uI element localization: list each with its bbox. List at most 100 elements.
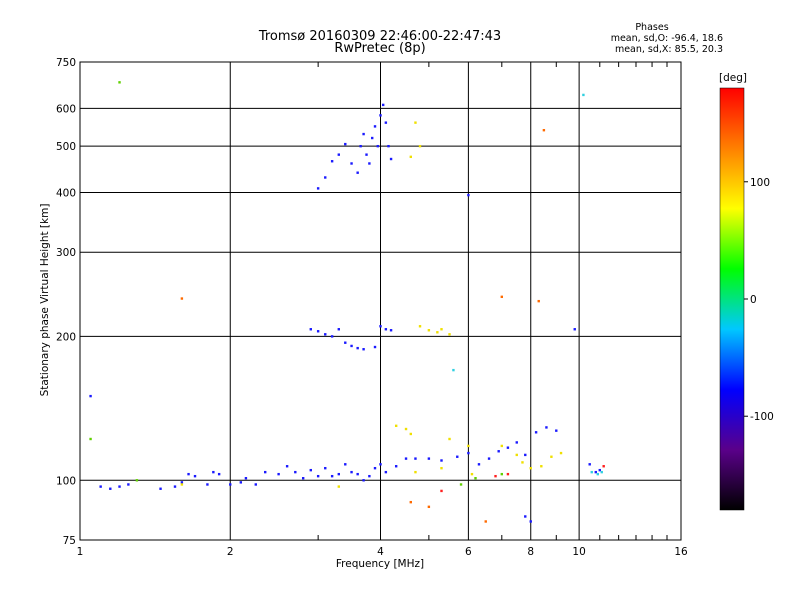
data-point bbox=[376, 144, 379, 148]
y-tick-label: 100 bbox=[56, 475, 76, 487]
y-axis-ticks: 75 100 200 300 400 500 600 750 bbox=[56, 57, 76, 547]
data-point bbox=[404, 427, 408, 431]
data-point bbox=[427, 505, 431, 509]
data-point bbox=[448, 437, 451, 441]
data-point bbox=[316, 330, 320, 333]
data-point bbox=[135, 479, 139, 482]
data-point bbox=[350, 344, 353, 348]
data-point bbox=[582, 93, 585, 97]
data-point bbox=[529, 466, 532, 470]
data-point bbox=[118, 485, 121, 488]
data-point bbox=[500, 295, 504, 299]
colorbar-ticks: 100 0 -100 bbox=[744, 177, 774, 423]
data-point bbox=[330, 160, 334, 163]
data-point bbox=[109, 487, 112, 490]
colorbar-label: [deg] bbox=[719, 72, 747, 84]
data-point bbox=[394, 465, 398, 468]
x-tick-label: 6 bbox=[465, 546, 472, 558]
data-point bbox=[379, 463, 382, 466]
data-point bbox=[427, 329, 431, 332]
data-point bbox=[394, 424, 398, 428]
data-point bbox=[365, 153, 368, 156]
data-point bbox=[487, 457, 491, 460]
data-point bbox=[344, 463, 347, 466]
data-point bbox=[244, 477, 248, 480]
data-point bbox=[559, 451, 563, 455]
data-point bbox=[337, 485, 341, 488]
data-point bbox=[89, 437, 92, 441]
y-axis-label: Stationary phase Virtual Height [km] bbox=[39, 204, 51, 397]
data-point bbox=[497, 450, 500, 453]
data-point bbox=[159, 487, 162, 490]
data-point bbox=[540, 465, 543, 468]
grid bbox=[80, 62, 681, 540]
data-point bbox=[414, 470, 417, 474]
data-point bbox=[515, 453, 518, 457]
data-point bbox=[542, 128, 546, 132]
data-point bbox=[180, 483, 184, 486]
data-point bbox=[459, 483, 463, 486]
data-point bbox=[418, 144, 422, 148]
colorbar-tick-label: -100 bbox=[750, 411, 774, 423]
data-point bbox=[555, 429, 558, 432]
data-point bbox=[524, 453, 527, 457]
data-point bbox=[373, 125, 377, 128]
data-point bbox=[368, 474, 371, 478]
data-point bbox=[350, 162, 353, 165]
data-point bbox=[440, 466, 443, 470]
data-point bbox=[371, 136, 374, 140]
x-tick-label: 16 bbox=[674, 546, 688, 558]
data-point bbox=[550, 455, 553, 458]
data-point bbox=[545, 426, 548, 429]
y-tick-label: 500 bbox=[56, 141, 76, 153]
data-point bbox=[534, 431, 538, 434]
data-point bbox=[477, 463, 481, 466]
data-point bbox=[173, 485, 177, 488]
data-point bbox=[389, 329, 393, 332]
chart-title: Tromsø 20160309 22:46:00-22:47:43 bbox=[258, 29, 501, 44]
data-point bbox=[600, 470, 603, 474]
data-point bbox=[596, 472, 599, 476]
data-point bbox=[521, 461, 524, 464]
phases-o-stats: mean, sd,O: -96.4, 18.6 bbox=[611, 33, 723, 44]
data-point bbox=[500, 472, 504, 476]
data-point bbox=[301, 477, 305, 480]
data-point bbox=[187, 472, 190, 476]
y-tick-label: 750 bbox=[56, 57, 76, 69]
x-axis-label: Frequency [MHz] bbox=[336, 558, 424, 570]
data-point bbox=[537, 299, 540, 303]
y-tick-label: 75 bbox=[63, 535, 76, 547]
x-axis-ticks: 1 2 4 6 8 10 16 bbox=[77, 62, 688, 558]
data-point bbox=[440, 459, 443, 462]
x-tick-label: 1 bbox=[77, 546, 84, 558]
data-point bbox=[384, 328, 388, 331]
data-point bbox=[99, 485, 102, 488]
data-point bbox=[414, 121, 417, 124]
data-point bbox=[452, 368, 455, 372]
plot-frame bbox=[79, 61, 682, 541]
data-point bbox=[118, 81, 121, 84]
data-point bbox=[350, 470, 353, 474]
data-point bbox=[337, 153, 341, 156]
data-point bbox=[337, 328, 341, 331]
data-point bbox=[373, 466, 377, 470]
data-point bbox=[409, 432, 412, 436]
colorbar-tick-label: 100 bbox=[750, 177, 770, 189]
data-point bbox=[324, 466, 327, 470]
data-point bbox=[602, 465, 605, 468]
x-tick-label: 4 bbox=[377, 546, 384, 558]
data-point bbox=[356, 171, 359, 174]
data-point bbox=[356, 472, 359, 476]
data-point bbox=[309, 468, 312, 472]
data-point bbox=[344, 142, 347, 146]
data-point bbox=[470, 472, 474, 476]
data-point bbox=[324, 176, 327, 179]
data-point bbox=[379, 325, 382, 328]
data-point bbox=[573, 328, 576, 331]
data-point bbox=[264, 470, 267, 474]
data-point bbox=[436, 331, 439, 334]
data-point bbox=[294, 470, 297, 474]
data-point bbox=[524, 515, 527, 518]
data-point bbox=[506, 446, 510, 449]
data-point bbox=[474, 477, 477, 480]
